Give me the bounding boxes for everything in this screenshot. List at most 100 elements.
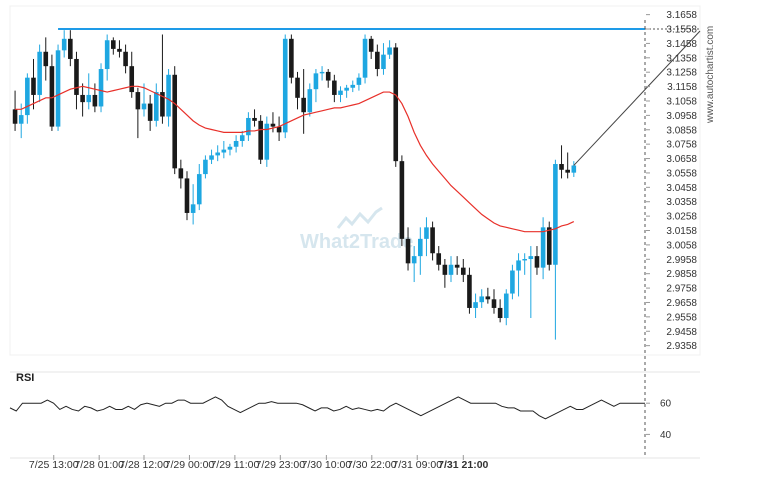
candle (227, 143, 233, 156)
grid-layer (9, 5, 701, 459)
candle (485, 287, 491, 304)
candle (68, 30, 73, 67)
candle (546, 221, 552, 271)
candle-body (111, 40, 116, 49)
candle (258, 115, 263, 165)
candle-body (49, 66, 55, 127)
x-tick-label: 7/31 09:00 (392, 459, 442, 471)
candle-body (319, 71, 325, 74)
candle-body (221, 149, 227, 153)
candle (381, 43, 386, 75)
candle (522, 253, 527, 275)
candle-body (215, 152, 220, 156)
candle (233, 135, 239, 153)
candle-body (74, 58, 79, 95)
candle (332, 74, 337, 103)
y-tick-label: 3.1158 (667, 82, 697, 93)
candle-body (375, 51, 380, 70)
candle (61, 30, 67, 58)
y-tick-label: 3.1058 (666, 96, 697, 107)
x-tick-label: 7/30 22:00 (347, 459, 397, 471)
projection-line (573, 30, 701, 166)
y-tick-label: 2.9558 (666, 312, 697, 323)
candle-body (411, 256, 417, 264)
candle (117, 40, 122, 58)
candle-body (454, 264, 460, 268)
candle-body (258, 120, 263, 160)
candle-body (190, 204, 196, 213)
candle-body (295, 77, 300, 98)
candle-body (473, 302, 478, 308)
candle-body (516, 260, 521, 271)
x-tick-label: 7/28 12:00 (119, 459, 169, 471)
candle (153, 83, 159, 127)
candle-body (553, 164, 558, 265)
candle-body (276, 126, 282, 133)
candle (442, 259, 448, 288)
candle (301, 69, 306, 134)
y-tick-label: 3.0358 (666, 197, 697, 208)
candle-body (534, 256, 540, 268)
candle-body (86, 94, 92, 103)
candle-body (571, 165, 577, 173)
candle (270, 112, 276, 133)
candle-body (203, 159, 208, 175)
candle (184, 171, 190, 221)
candle-body (325, 71, 331, 81)
candle-body (68, 38, 73, 59)
candle (282, 34, 288, 139)
x-tick-label: 7/31 21:00 (438, 459, 488, 471)
candle (479, 289, 485, 308)
candle (31, 58, 36, 110)
candle (553, 159, 558, 340)
y-tick-label: 3.0758 (666, 140, 697, 151)
y-tick-label: 3.1458 (666, 39, 697, 50)
candle-body (332, 80, 337, 95)
candle (356, 73, 362, 91)
candle-body (227, 146, 233, 150)
candle-body (129, 66, 135, 93)
candle (55, 44, 61, 131)
moving-average-layer (15, 85, 575, 233)
candle (221, 140, 227, 159)
candle (307, 83, 313, 117)
logo-stroke (336, 206, 383, 229)
candle-body (178, 168, 184, 179)
candle (405, 227, 411, 271)
candle-body (387, 47, 392, 55)
candle-body (497, 307, 503, 319)
price-panel-frame (9, 5, 701, 356)
candle-body (43, 51, 49, 67)
candle (160, 34, 165, 124)
candle (503, 289, 509, 326)
candle (252, 109, 257, 127)
candle-body (135, 92, 141, 110)
x-tick-label: 7/28 01:00 (74, 459, 124, 471)
rsi-tick-label: 40 (660, 430, 672, 441)
candle-body (528, 256, 534, 260)
candle (92, 83, 98, 113)
candle (147, 94, 153, 131)
x-axis: 7/25 13:007/28 01:007/28 12:007/29 00:00… (29, 455, 489, 471)
candle (74, 51, 79, 110)
candle-body (246, 117, 251, 136)
candle-body (503, 293, 509, 319)
candle (344, 84, 349, 98)
candle-body (565, 169, 570, 173)
x-tick-label: 7/29 00:00 (165, 459, 215, 471)
candle (86, 73, 92, 110)
candle-body (436, 253, 442, 265)
y-tick-label: 3.0258 (666, 212, 697, 223)
candle-body (356, 77, 362, 85)
candle (436, 246, 442, 271)
candle (497, 299, 503, 323)
candle-body (491, 299, 497, 308)
x-tick-label: 7/30 10:00 (302, 459, 352, 471)
y-tick-label: 2.9758 (666, 284, 697, 295)
candle-body (418, 238, 423, 257)
candle-body (104, 40, 110, 70)
candle (516, 253, 521, 297)
candle (172, 66, 178, 175)
candle-body (166, 74, 171, 117)
candle-body (399, 161, 405, 239)
